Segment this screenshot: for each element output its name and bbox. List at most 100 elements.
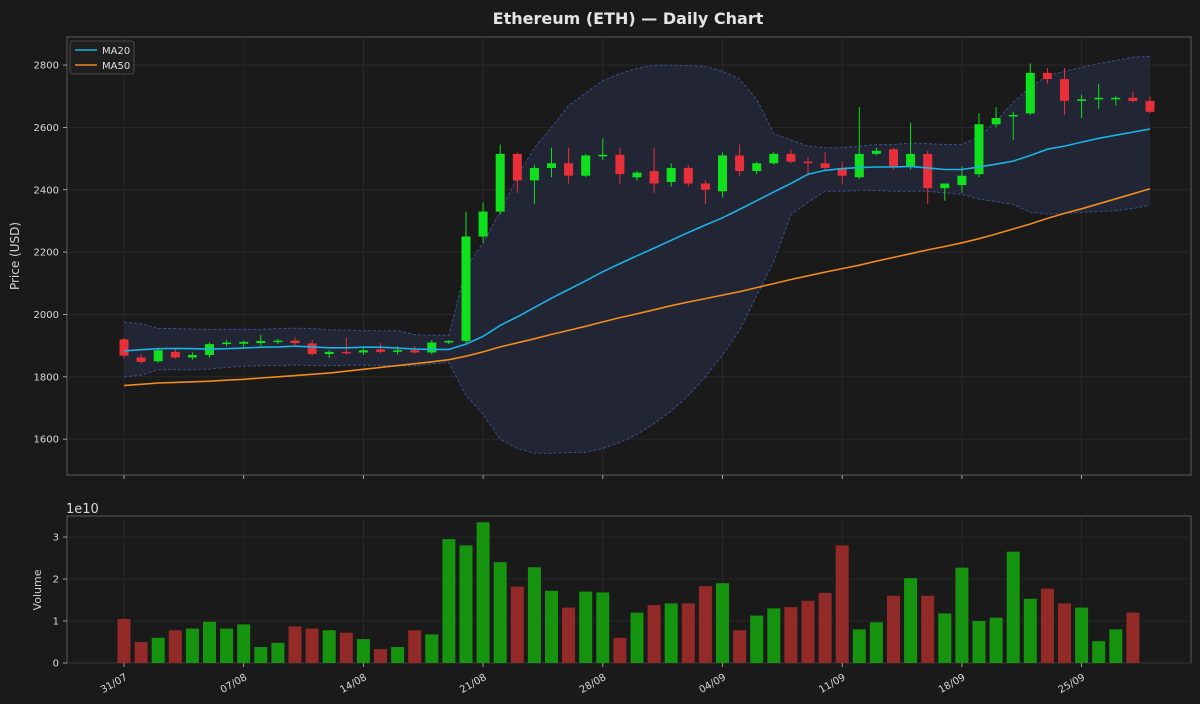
candle [341, 337, 351, 355]
candle [871, 147, 881, 156]
candle [1025, 63, 1035, 115]
candle [256, 334, 266, 346]
candle [1077, 94, 1087, 119]
candle-body [974, 124, 984, 175]
xtick-label: 11/09 [817, 672, 847, 696]
candle [683, 164, 693, 187]
candle [1094, 83, 1104, 109]
xtick-label: 31/07 [99, 672, 129, 696]
candle [666, 163, 676, 187]
volume-bar [203, 621, 216, 663]
volume-bar [869, 622, 883, 663]
volume-x-ticks: 31/07 07/08 14/08 21/08 28/08 04/09 11/09 18/09… [99, 663, 1087, 696]
candle [461, 211, 471, 345]
candle-body [444, 340, 454, 343]
candle [1060, 68, 1069, 115]
volume-y-ticks: 0 1 2 3 [53, 533, 67, 670]
candle [752, 161, 762, 175]
candle-body [478, 211, 488, 237]
volume-bar [151, 637, 165, 663]
ma50-line [123, 188, 1151, 387]
legend-ma20-label: MA20 [102, 46, 130, 57]
candle-body [598, 154, 608, 157]
candle [837, 161, 847, 184]
candle-body [854, 153, 864, 178]
volume-bar [442, 539, 456, 663]
xtick-label: 04/09 [698, 672, 728, 696]
price-ytick-label: 1800 [34, 372, 59, 383]
candle-body [256, 340, 266, 344]
volume-bar [339, 632, 353, 663]
price-ytick-label: 2600 [34, 123, 59, 134]
candle-body [700, 183, 710, 190]
candle [290, 337, 300, 346]
price-panel: 1600 1800 2000 2200 2400 2600 2800 Price (USD)… [8, 36, 1192, 479]
volume-bar [459, 545, 473, 663]
candle [478, 202, 488, 243]
candle-body [136, 357, 146, 362]
volume-bar [185, 628, 199, 663]
volume-ytick-label: 0 [53, 659, 59, 670]
volume-bar [1023, 598, 1037, 663]
volume-bar [818, 592, 832, 663]
volume-bar [1109, 629, 1123, 663]
volume-bar [784, 607, 798, 663]
price-ytick-label: 2000 [34, 310, 59, 321]
candle-body [324, 351, 334, 355]
candle [358, 347, 368, 355]
candle [239, 340, 249, 348]
candle-body [752, 163, 762, 172]
volume-bar [750, 615, 764, 663]
candle-body [957, 175, 967, 186]
volume-bar [254, 647, 268, 663]
candle [324, 349, 334, 359]
volume-plot-area [66, 515, 1192, 664]
volume-bar [1006, 551, 1020, 663]
candle-body [547, 163, 556, 168]
candle [529, 164, 539, 204]
volume-bars [117, 522, 1140, 663]
candle-body [239, 341, 249, 344]
candle-body [222, 342, 232, 345]
candle-body [871, 150, 881, 154]
candle-body [718, 155, 727, 192]
candle-body [666, 167, 676, 182]
volume-bar [134, 642, 148, 663]
candle-body [735, 155, 745, 172]
candle-body [427, 342, 437, 353]
price-ytick-label: 2200 [34, 248, 59, 259]
candle [718, 152, 727, 198]
candle [1111, 96, 1121, 106]
volume-y-axis-label: Volume [31, 569, 44, 610]
candle [906, 122, 916, 170]
candle [170, 348, 180, 359]
volume-ytick-label: 1 [53, 617, 59, 628]
candle-body [769, 153, 779, 164]
volume-bar [767, 608, 781, 663]
volume-bar [596, 592, 610, 663]
candle-body [1008, 114, 1018, 117]
candle-body [1094, 97, 1104, 100]
volume-bar [510, 586, 524, 663]
candle [786, 149, 796, 164]
candle [957, 166, 967, 193]
candle-body [632, 172, 642, 178]
candle-body [1042, 72, 1052, 80]
candle [187, 352, 197, 360]
candle [923, 150, 933, 204]
volume-bar [1040, 588, 1054, 663]
volume-bar [1058, 603, 1071, 663]
volume-bar [801, 600, 815, 663]
volume-bar [1126, 612, 1140, 663]
volume-bar [527, 567, 541, 663]
volume-bar [904, 578, 918, 663]
candle-body [683, 167, 693, 184]
volume-bar [425, 634, 439, 663]
volume-bar [955, 567, 969, 663]
candle [495, 144, 505, 215]
price-y-ticks: 1600 1800 2000 2200 2400 2600 2800 [34, 61, 67, 446]
volume-bar [664, 603, 678, 663]
candle-body [991, 118, 1001, 125]
volume-bar [716, 583, 729, 663]
candle-body [290, 340, 300, 344]
